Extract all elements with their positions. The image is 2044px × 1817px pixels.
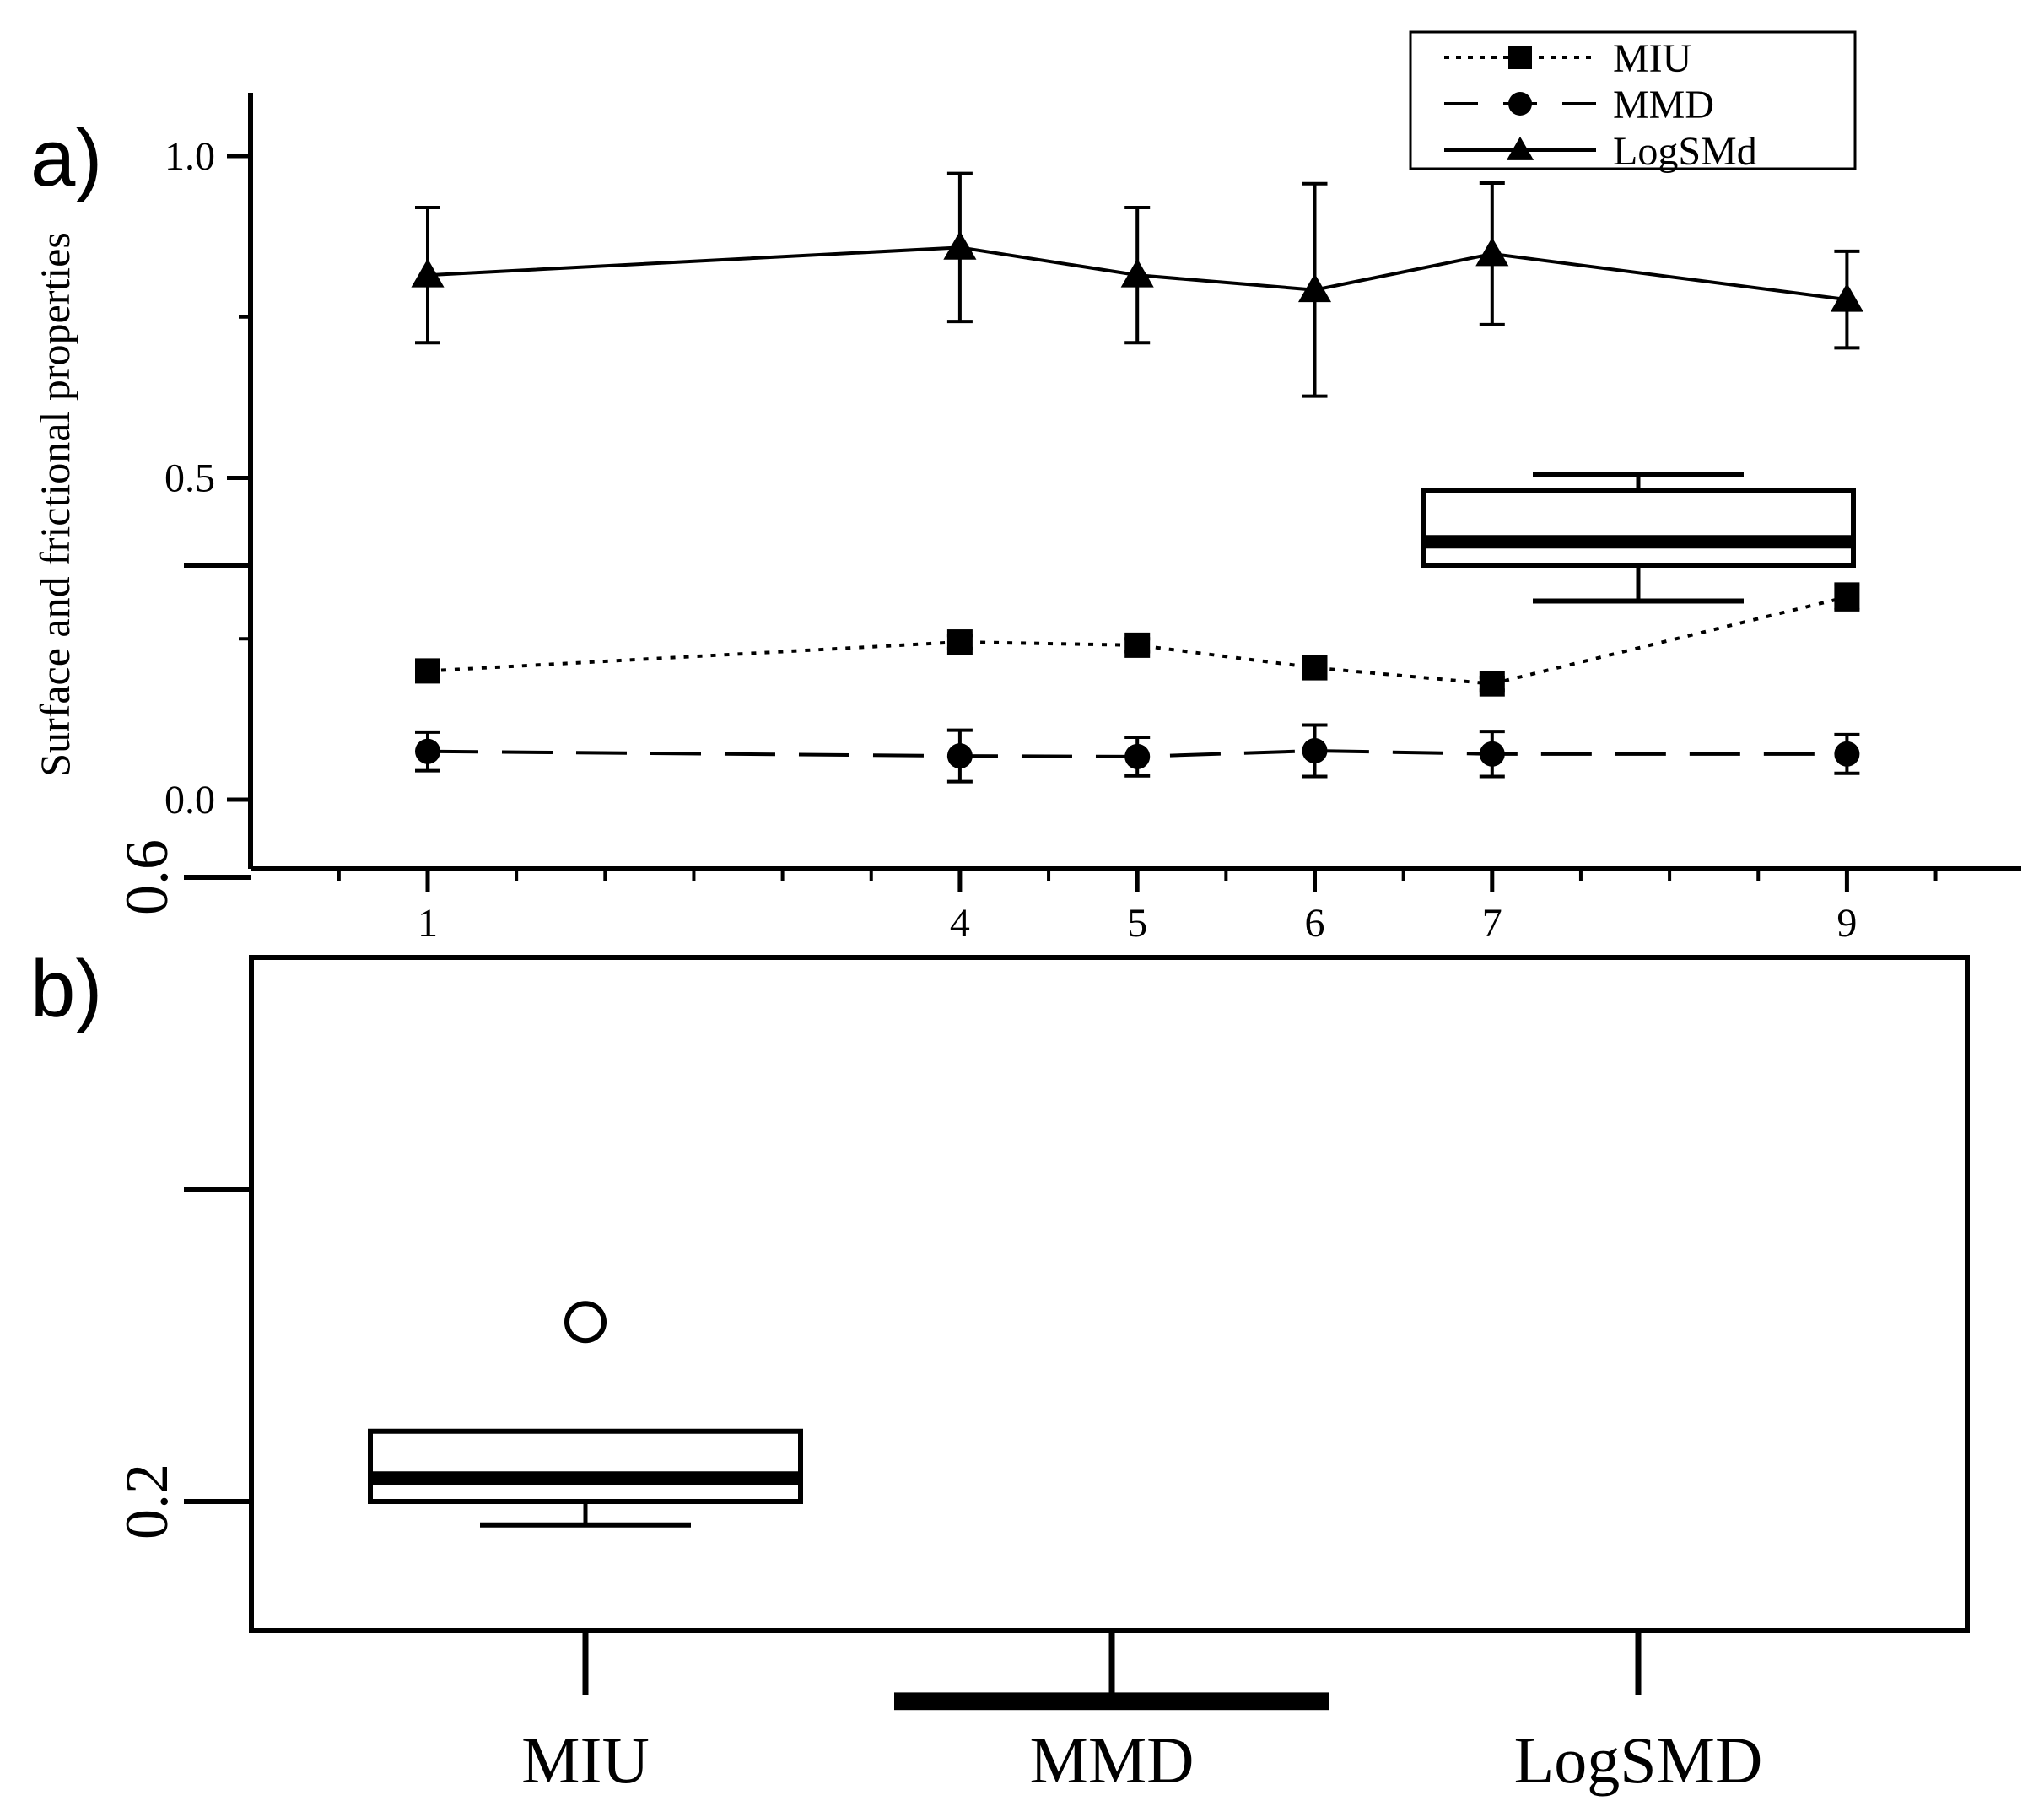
x-tick-label: 1 bbox=[418, 901, 438, 946]
data-point bbox=[946, 743, 973, 769]
series-MMD bbox=[415, 723, 1860, 784]
series-LogSMd bbox=[411, 171, 1863, 398]
series-MIU bbox=[415, 582, 1860, 697]
x-tick-label: MIU bbox=[521, 1723, 650, 1797]
legend-label: MIU bbox=[1613, 36, 1691, 81]
panel-b-label: b) bbox=[30, 944, 102, 1034]
line-chart-panel-a: a) Surface and frictional properties 0.0… bbox=[30, 30, 2021, 946]
data-point bbox=[1830, 283, 1863, 312]
data-point bbox=[1124, 743, 1151, 769]
box-plot-panel-b: b) 0.2 0.6 MIU MMD LogSMD bbox=[30, 472, 1970, 1797]
x-tick-label: 7 bbox=[1482, 901, 1502, 946]
series-line bbox=[427, 749, 1847, 758]
data-point bbox=[1120, 258, 1154, 288]
data-point bbox=[415, 738, 440, 764]
x-tick-label: MMD bbox=[1029, 1723, 1194, 1797]
data-point bbox=[1479, 671, 1505, 697]
panel-a-label: a) bbox=[30, 113, 102, 203]
legend-box bbox=[1409, 30, 1857, 170]
y-tick-label: 0.0 bbox=[164, 778, 215, 822]
legend-marker bbox=[1506, 136, 1534, 160]
x-tick-label: LogSMD bbox=[1514, 1723, 1763, 1797]
data-point bbox=[1302, 655, 1328, 681]
legend-marker bbox=[1508, 92, 1532, 116]
box-MIU bbox=[368, 1301, 803, 1528]
data-point bbox=[415, 658, 440, 684]
outlier-point bbox=[564, 1301, 607, 1344]
data-point bbox=[1834, 741, 1860, 767]
legend-label: MMD bbox=[1613, 83, 1714, 127]
data-point bbox=[411, 258, 445, 288]
x-tick-label: 9 bbox=[1836, 901, 1857, 946]
data-point bbox=[1302, 738, 1328, 764]
y-tick-label: 1.0 bbox=[164, 134, 215, 179]
box-MMD bbox=[894, 1692, 1329, 1711]
legend-label: LogSMd bbox=[1613, 129, 1757, 174]
box-body bbox=[1421, 488, 1856, 569]
y-tick-label: 0.2 bbox=[113, 1464, 181, 1539]
x-tick-label: 4 bbox=[950, 901, 970, 946]
x-tick-label: 6 bbox=[1305, 901, 1325, 946]
legend-marker bbox=[1508, 46, 1532, 69]
data-point bbox=[1834, 584, 1860, 610]
x-tick-label: 5 bbox=[1127, 901, 1147, 946]
series-line bbox=[427, 595, 1847, 686]
data-point bbox=[946, 629, 973, 655]
box-LogSMD bbox=[1421, 472, 1856, 604]
box-body bbox=[368, 1428, 803, 1504]
y-axis-label: Surface and frictional properties bbox=[31, 232, 78, 777]
series-line bbox=[427, 245, 1847, 302]
data-point bbox=[1475, 237, 1509, 267]
data-point bbox=[943, 230, 977, 260]
data-point bbox=[1479, 741, 1505, 767]
y-tick-label: 0.6 bbox=[113, 839, 181, 915]
y-tick-label: 0.5 bbox=[164, 456, 215, 501]
data-point bbox=[1297, 273, 1332, 303]
data-point bbox=[1124, 632, 1151, 658]
